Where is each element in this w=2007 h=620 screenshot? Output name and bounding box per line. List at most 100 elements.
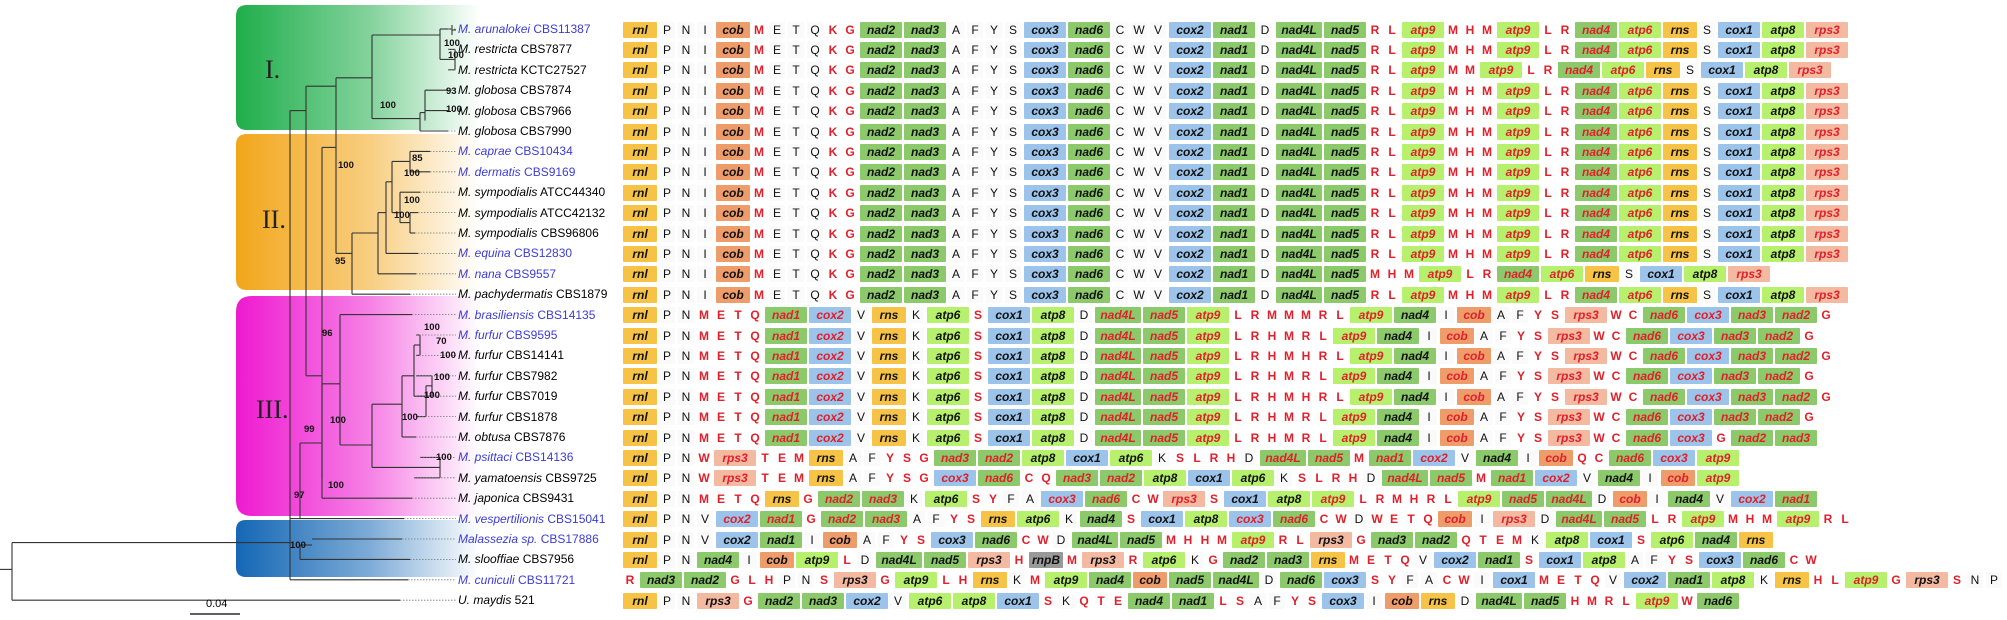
trna-letter: R [1250, 348, 1260, 363]
gene-box: rns [809, 449, 843, 466]
trna-letter: M [1284, 328, 1294, 343]
trna-letter: W [1131, 123, 1147, 140]
trna-letter: S [1533, 430, 1542, 445]
trna-letter: R [1543, 63, 1553, 78]
trna-letter: S [1005, 123, 1021, 140]
trna-letter: M [1349, 552, 1359, 567]
bootstrap-value: 97 [294, 490, 305, 501]
trna-letter: T [788, 103, 804, 120]
gene-box: atp9 [1419, 266, 1461, 283]
trna-letter: A [948, 82, 964, 99]
gene-box: cob [823, 531, 857, 548]
trna-letter: G [1716, 430, 1726, 445]
trna-letter: C [1112, 41, 1128, 58]
trna-letter: V [1150, 225, 1166, 242]
trna-letter: S [971, 491, 980, 506]
gene-box: rnl [623, 82, 657, 99]
gene-box: cox1 [1640, 266, 1682, 283]
trna-letter: C [1131, 491, 1141, 506]
trna-letter: M [794, 471, 804, 486]
bootstrap-value: 96 [322, 328, 333, 339]
trna-letter: G [1208, 552, 1218, 567]
gene-box: rps3 [1548, 368, 1590, 385]
trna-letter: P [659, 41, 675, 58]
gene-box: nad6 [1273, 511, 1315, 528]
trna-letter: V [1457, 449, 1473, 466]
trna-letter: S [1005, 82, 1021, 99]
trna-letter: S [1005, 184, 1021, 201]
trna-letter: E [716, 348, 725, 363]
gene-box: cox3 [1229, 511, 1271, 528]
gene-box: atp6 [927, 307, 969, 324]
gene-box: atp9 [1497, 245, 1539, 262]
trna-letter: G [845, 124, 855, 139]
trna-letter: L [1336, 308, 1344, 323]
gene-box: rnl [623, 592, 657, 609]
gene-box: nad2 [860, 164, 902, 181]
gene-box: cob [716, 184, 750, 201]
trna-letter: R [1560, 42, 1570, 57]
trna-letter: P [659, 388, 675, 405]
bootstrap-value: 100 [424, 322, 440, 333]
trna-letter: M [1267, 308, 1277, 323]
gene-box: nad3 [904, 266, 946, 283]
gene-box: nad6 [1626, 409, 1668, 426]
gene-box: nad4L [1072, 531, 1118, 548]
gene-box: nad1 [1213, 225, 1255, 242]
trna-letter: K [828, 165, 838, 180]
gene-box: atp8 [1032, 307, 1074, 324]
gene-box: nad1 [765, 429, 807, 446]
trna-letter: R [1370, 226, 1380, 241]
gene-box: atp9 [1697, 470, 1739, 487]
gene-box: rnl [623, 184, 657, 201]
gene-box: nad5 [1324, 245, 1366, 262]
taxon-species: M. globosa [458, 103, 517, 118]
trna-letter: C [1611, 430, 1621, 445]
trna-letter: M [1476, 471, 1486, 486]
trna-letter: C [1611, 369, 1621, 384]
trna-letter: N [678, 62, 694, 79]
gene-box: rns [872, 347, 906, 364]
trna-letter: Q [1423, 512, 1433, 527]
trna-letter: D [1537, 511, 1553, 528]
gene-box: cob [1440, 409, 1474, 426]
taxon-strain: CBS9725 [542, 470, 597, 485]
gene-box: atp9 [1497, 225, 1539, 242]
gene-box: rps3 [1163, 490, 1205, 507]
trna-letter: R [1560, 83, 1570, 98]
trna-letter: M [1354, 450, 1364, 465]
trna-letter: D [857, 551, 873, 568]
gene-box: cox1 [1718, 41, 1760, 58]
trna-letter: M [1539, 573, 1549, 588]
taxon-species: M. caprae [458, 144, 512, 159]
trna-letter: M [1301, 308, 1311, 323]
gene-box: cob [716, 82, 750, 99]
trna-letter: M [699, 348, 709, 363]
trna-letter: F [967, 62, 983, 79]
gene-box: nad6 [1643, 347, 1685, 364]
taxon-strain: CBS7982 [502, 368, 558, 383]
trna-letter: M [1482, 226, 1492, 241]
trna-letter: H [1465, 104, 1475, 119]
trna-letter: Y [1387, 573, 1396, 588]
gene-box: cox2 [809, 368, 851, 385]
trna-letter: M [1448, 185, 1458, 200]
trna-letter: W [1371, 512, 1383, 527]
gene-box: nad4L [1276, 225, 1322, 242]
gene-box: atp9 [1333, 409, 1375, 426]
trna-letter: M [1482, 165, 1492, 180]
taxon-label: M. obtusa CBS7876 [458, 429, 565, 445]
gene-box: nad5 [1324, 103, 1366, 120]
trna-letter: Y [1290, 593, 1299, 608]
trna-letter: C [1628, 308, 1638, 323]
trna-letter: P [779, 572, 795, 589]
taxon-label: M. globosa CBS7966 [458, 103, 571, 119]
clade-1-background [236, 5, 480, 130]
trna-letter: V [1415, 551, 1431, 568]
trna-letter: R [1370, 185, 1380, 200]
trna-letter: M [1448, 22, 1458, 37]
trna-letter: M [754, 287, 764, 302]
trna-letter: G [845, 287, 855, 302]
